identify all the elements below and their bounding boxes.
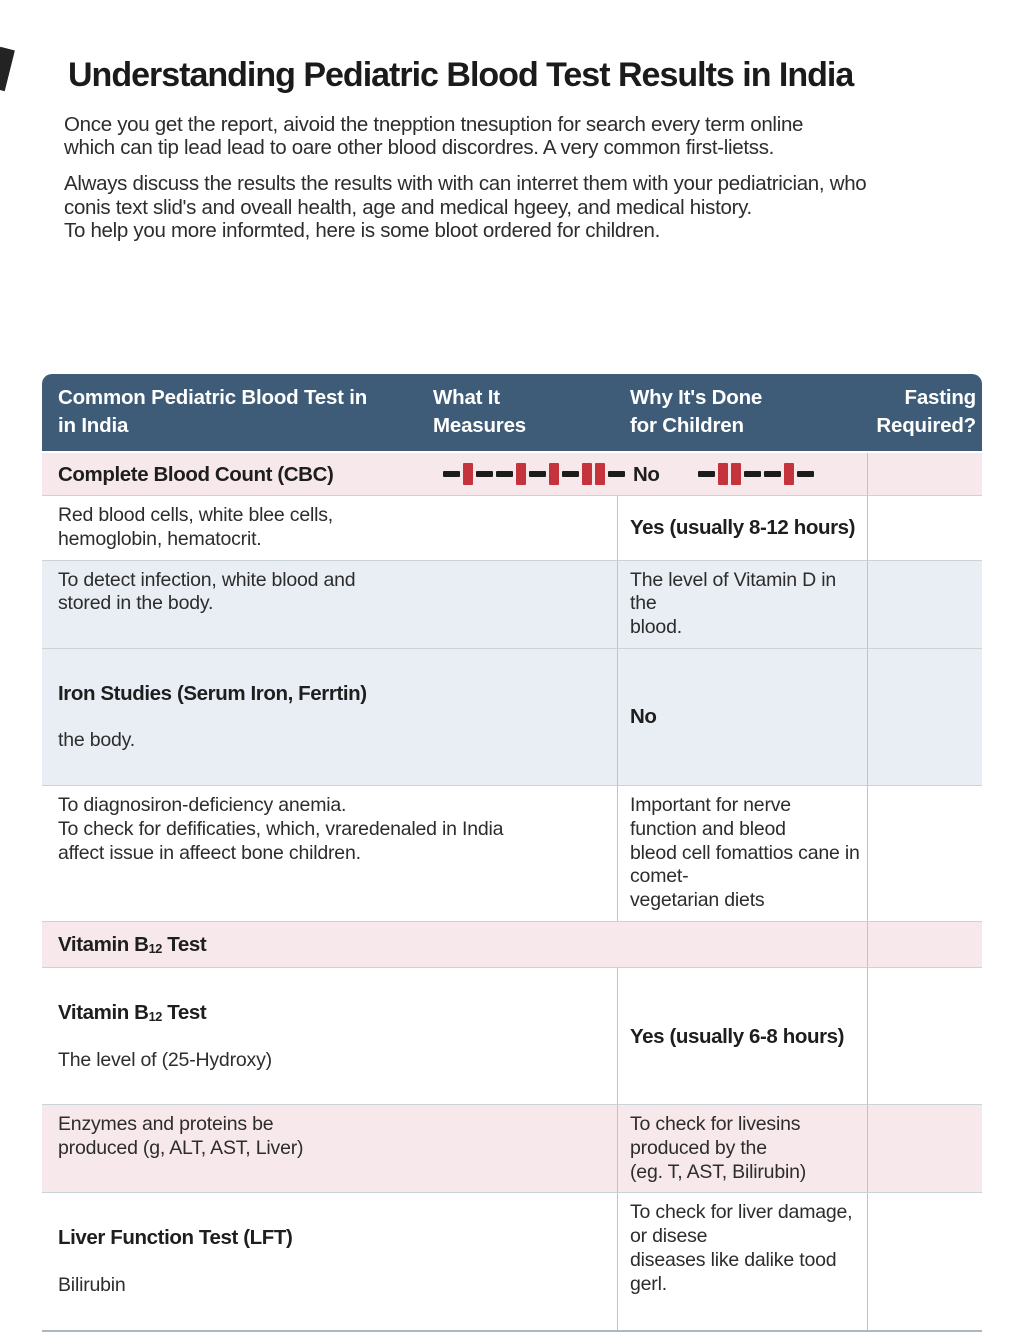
table-row-infection: To detect infection, white blood and sto…: [42, 559, 982, 648]
cbc-detail-fasting: Yes (usually 8-12 hours): [617, 496, 867, 560]
empty-cell: [867, 786, 982, 921]
lft-test-detail: Bilirubin: [58, 1273, 126, 1296]
b12-test-name: Vitamin B12 Test: [58, 1000, 207, 1024]
cbc-detail-measures: Red blood cells, white blee cells, hemog…: [58, 504, 334, 550]
table-row-cbc-detail: Red blood cells, white blee cells, hemog…: [42, 495, 982, 560]
b12-band-title: Vitamin B12 Test: [58, 932, 207, 956]
iron-fasting-value: No: [617, 648, 867, 786]
lft-why: To check for liver damage, or disese dis…: [617, 1193, 867, 1330]
empty-cell: [867, 1193, 982, 1330]
cbc-test-name: Complete Blood Count (CBC): [58, 462, 334, 486]
blood-test-table: Common Pediatric Blood Test in in India …: [42, 374, 982, 1332]
iron-test-detail: the body.: [58, 729, 135, 752]
iron-test-cell: Iron Studies (Serum Iron, Ferrtin) the b…: [42, 649, 617, 785]
intro-paragraph-1: Once you get the report, aivoid the tnep…: [64, 113, 804, 160]
lft-enzymes-measures: Enzymes and proteins be produced (g, ALT…: [58, 1113, 304, 1159]
b12-fasting-value: Yes (usually 6-8 hours): [617, 967, 867, 1105]
cbc-fasting-value: No: [633, 462, 660, 486]
iron-detail-measures: To diagnosiron-deficiency anemia. To che…: [58, 794, 504, 864]
page-title: Understanding Pediatric Blood Test Resul…: [68, 56, 854, 94]
empty-cell: [867, 967, 982, 1105]
table-row-b12-band: Vitamin B12 Test: [42, 920, 982, 967]
header-why-its-done: Why It's Done for Children: [630, 386, 763, 438]
empty-cell: [867, 921, 982, 967]
infection-why: The level of Vitamin D in the blood.: [617, 560, 867, 648]
iron-detail-why: Important for nerve function and bleod b…: [617, 786, 867, 921]
intro-paragraph-2: Always discuss the results the results w…: [64, 172, 867, 242]
cbc-measures-cell: [427, 453, 625, 495]
iron-test-name: Iron Studies (Serum Iron, Ferrtin): [58, 681, 367, 705]
redacted-dash-pattern: [443, 463, 625, 485]
lft-test-cell: Liver Function Test (LFT) Bilirubin: [42, 1193, 617, 1329]
cbc-fasting-cell: No: [617, 453, 867, 495]
header-what-it-measures: What It Measures: [433, 386, 526, 438]
empty-cell: [867, 560, 982, 648]
table-row-b12: Vitamin B12 Test The level of (25-Hydrox…: [42, 966, 982, 1105]
table-row-iron-studies: Iron Studies (Serum Iron, Ferrtin) the b…: [42, 647, 982, 786]
corner-artifact: [0, 46, 15, 92]
lft-enzymes-why: To check for livesins produced by the (e…: [617, 1105, 867, 1193]
empty-cell: [867, 496, 982, 560]
table-row-cbc: Complete Blood Count (CBC) No: [42, 451, 982, 495]
table-row-lft-enzymes: Enzymes and proteins be produced (g, ALT…: [42, 1104, 982, 1193]
lft-test-name: Liver Function Test (LFT): [58, 1226, 293, 1250]
empty-cell: [867, 453, 982, 495]
b12-test-detail: The level of (25-Hydroxy): [58, 1048, 272, 1071]
table-row-iron-detail: To diagnosiron-deficiency anemia. To che…: [42, 785, 982, 921]
header-test-name: Common Pediatric Blood Test in in India: [58, 386, 368, 438]
empty-cell: [867, 1105, 982, 1193]
empty-cell: [867, 648, 982, 786]
b12-test-cell: Vitamin B12 Test The level of (25-Hydrox…: [42, 968, 617, 1104]
infection-measures: To detect infection, white blood and sto…: [58, 568, 356, 615]
header-fasting-required: Fasting Required?: [876, 386, 976, 438]
table-header-row: Common Pediatric Blood Test in in India …: [42, 374, 982, 451]
redacted-dash-pattern: [697, 463, 814, 485]
table-row-lft: Liver Function Test (LFT) Bilirubin To c…: [42, 1192, 982, 1330]
